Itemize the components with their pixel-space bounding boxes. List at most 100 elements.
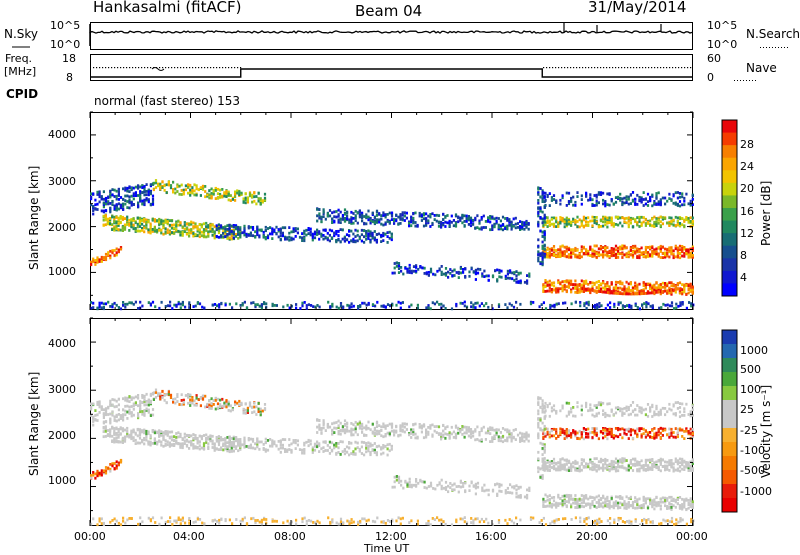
velocity-cell bbox=[101, 474, 103, 477]
power-cell bbox=[231, 306, 233, 309]
power-cell bbox=[517, 222, 519, 225]
velocity-cell bbox=[369, 445, 371, 448]
power-cell bbox=[316, 214, 318, 217]
velocity-cell bbox=[194, 437, 196, 440]
velocity-cell bbox=[380, 453, 382, 456]
velocity-cell bbox=[419, 426, 421, 429]
power-cell bbox=[491, 226, 493, 229]
power-cell bbox=[498, 271, 500, 274]
velocity-cell bbox=[258, 408, 260, 411]
power-cell bbox=[660, 286, 662, 289]
power-cell bbox=[655, 203, 657, 206]
velocity-cell bbox=[491, 438, 493, 441]
velocity-cell bbox=[207, 442, 209, 445]
power-cell bbox=[130, 222, 132, 225]
power-cell bbox=[363, 235, 365, 238]
velocity-cell bbox=[436, 484, 438, 487]
power-cell bbox=[576, 291, 578, 294]
power-cell bbox=[297, 232, 299, 235]
power-cell bbox=[304, 301, 306, 304]
velocity-cell bbox=[476, 438, 478, 441]
power-cell bbox=[237, 237, 239, 240]
power-cell bbox=[194, 225, 196, 228]
velocity-cell bbox=[107, 429, 109, 432]
power-cell bbox=[412, 222, 414, 225]
power-cell bbox=[147, 219, 149, 222]
power-cell bbox=[318, 212, 320, 215]
power-cell bbox=[139, 186, 141, 189]
velocity-cell bbox=[295, 441, 297, 444]
power-cell bbox=[179, 222, 181, 225]
velocity-cell bbox=[209, 435, 211, 438]
power-cell bbox=[389, 231, 391, 234]
power-cell bbox=[487, 306, 489, 309]
power-cell bbox=[256, 228, 258, 231]
velocity-cell bbox=[105, 413, 107, 416]
power-cell bbox=[363, 229, 365, 232]
power-cell bbox=[269, 226, 271, 229]
power-cell bbox=[367, 233, 369, 236]
velocity-cell bbox=[438, 425, 440, 428]
power-cell bbox=[394, 267, 396, 270]
velocity-cell bbox=[445, 481, 447, 484]
velocity-cell bbox=[446, 433, 448, 436]
power-cell bbox=[124, 203, 126, 206]
power-cell bbox=[111, 223, 113, 226]
power-cell bbox=[185, 184, 187, 187]
power-cell bbox=[615, 201, 617, 204]
power-cell bbox=[192, 232, 194, 235]
nave-legend-dot bbox=[755, 80, 756, 81]
power-cell bbox=[564, 252, 566, 255]
power-cell bbox=[555, 288, 557, 291]
velocity-cell bbox=[440, 432, 442, 435]
power-cell bbox=[486, 275, 488, 278]
power-cell bbox=[537, 250, 539, 253]
power-cell bbox=[562, 194, 564, 197]
power-cell bbox=[485, 302, 487, 305]
power-cell bbox=[429, 225, 431, 228]
power-cell bbox=[574, 280, 576, 283]
power-cell bbox=[440, 221, 442, 224]
power-cell bbox=[212, 228, 214, 231]
power-cell bbox=[111, 200, 113, 203]
power-cell bbox=[361, 302, 363, 305]
power-cell bbox=[566, 192, 568, 195]
power-cell bbox=[688, 256, 690, 259]
velocity-cell bbox=[254, 447, 256, 450]
power-cell bbox=[201, 226, 203, 229]
velocity-cell bbox=[153, 398, 155, 401]
velocity-cell bbox=[101, 405, 103, 408]
power-cell bbox=[205, 225, 207, 228]
velocity-cell bbox=[331, 429, 333, 432]
power-cell bbox=[196, 194, 198, 197]
power-cell bbox=[604, 283, 606, 286]
power-cell bbox=[649, 196, 651, 199]
velocity-cell bbox=[398, 478, 400, 481]
velocity-cell bbox=[177, 436, 179, 439]
velocity-cell bbox=[389, 443, 391, 446]
power-cell bbox=[596, 307, 598, 310]
power-cell bbox=[681, 293, 683, 296]
power-cell bbox=[641, 253, 643, 256]
power-cell bbox=[96, 307, 98, 310]
power-cell bbox=[412, 217, 414, 220]
power-cell bbox=[246, 307, 248, 310]
velocity-cell bbox=[131, 405, 133, 408]
velocity-cell bbox=[374, 427, 376, 430]
velocity-cell bbox=[126, 411, 128, 414]
power-cell bbox=[649, 287, 651, 290]
power-cell bbox=[114, 207, 116, 210]
power-cell bbox=[419, 212, 421, 215]
power-cell bbox=[679, 225, 681, 228]
power-cell bbox=[122, 203, 124, 206]
power-cell bbox=[288, 239, 290, 242]
power-cell bbox=[226, 234, 228, 237]
power-cell bbox=[636, 285, 638, 288]
velocity-cell bbox=[365, 447, 367, 450]
velocity-cell bbox=[396, 479, 398, 482]
power-cell bbox=[118, 191, 120, 194]
velocity-cell bbox=[406, 423, 408, 426]
power-cell bbox=[643, 216, 645, 219]
power-cell bbox=[526, 279, 528, 282]
power-cell bbox=[391, 218, 393, 221]
